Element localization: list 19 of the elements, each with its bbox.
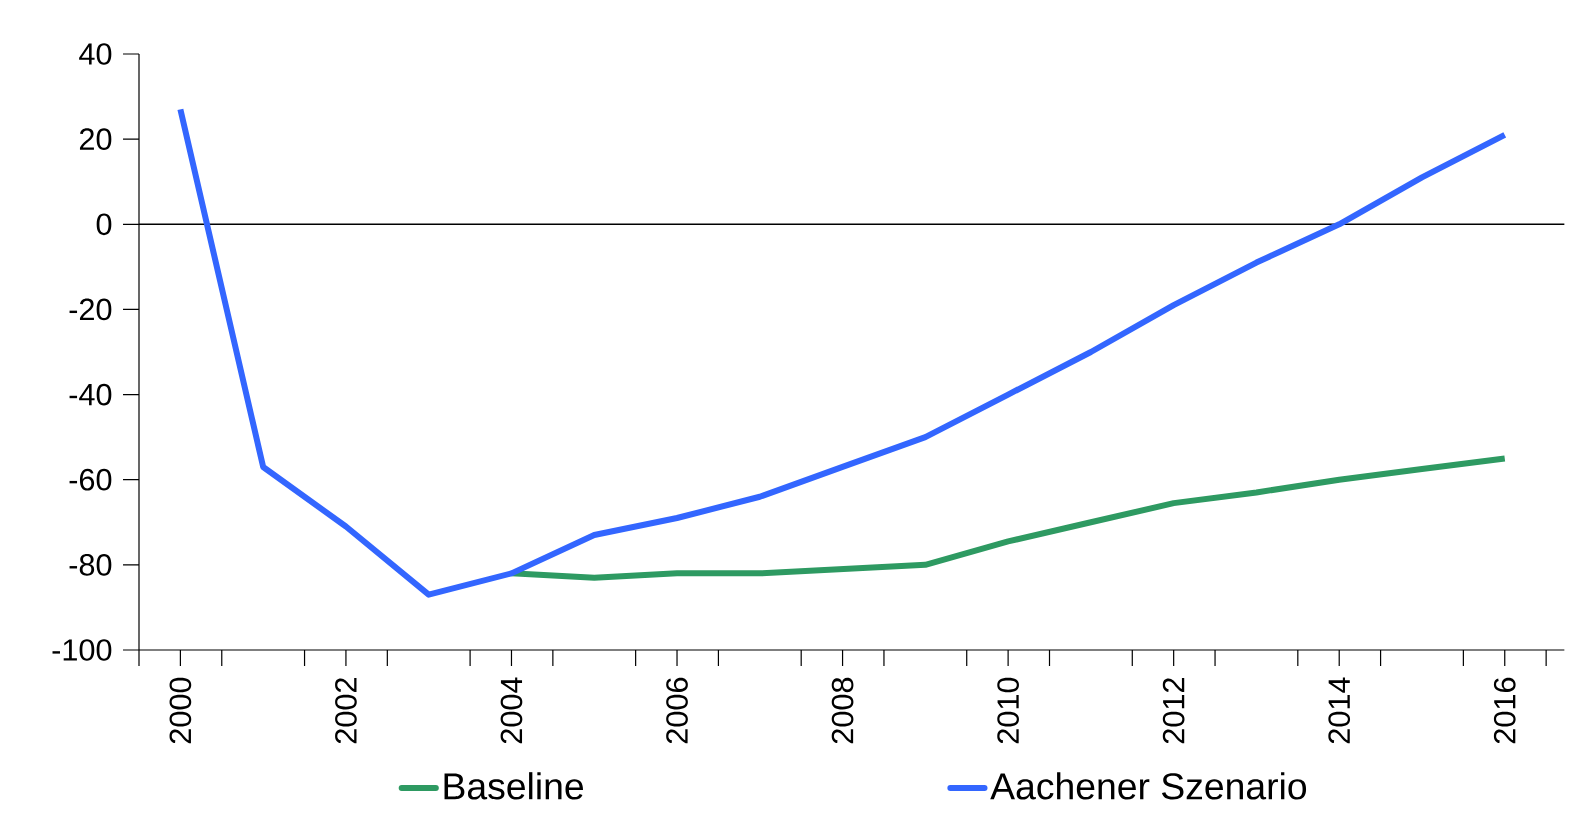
legend-label: Baseline xyxy=(444,772,583,800)
y-tick-label: -80 xyxy=(69,554,112,576)
y-tick-label: -40 xyxy=(69,383,112,406)
x-tick-label: 2012 xyxy=(1162,678,1185,744)
legend-label: Aachener Szenario xyxy=(990,772,1307,800)
y-tick-label: -20 xyxy=(69,298,112,321)
x-tick-label: 2008 xyxy=(831,677,854,744)
y-tick-label: 20 xyxy=(79,128,112,150)
x-tick-label: 2004 xyxy=(500,677,523,744)
y-tick-label: 0 xyxy=(96,213,112,236)
x-tick-label: 2002 xyxy=(335,678,357,744)
x-tick-label: 2014 xyxy=(1328,677,1351,744)
x-tick-label: 2016 xyxy=(1493,677,1516,744)
y-tick-label: -60 xyxy=(69,468,112,491)
y-tick-label: 40 xyxy=(79,43,112,65)
y-tick-label: -100 xyxy=(52,639,112,661)
x-tick-label: 2000 xyxy=(169,677,192,744)
x-tick-label: 2006 xyxy=(666,677,688,744)
x-tick-label: 2010 xyxy=(997,677,1019,744)
